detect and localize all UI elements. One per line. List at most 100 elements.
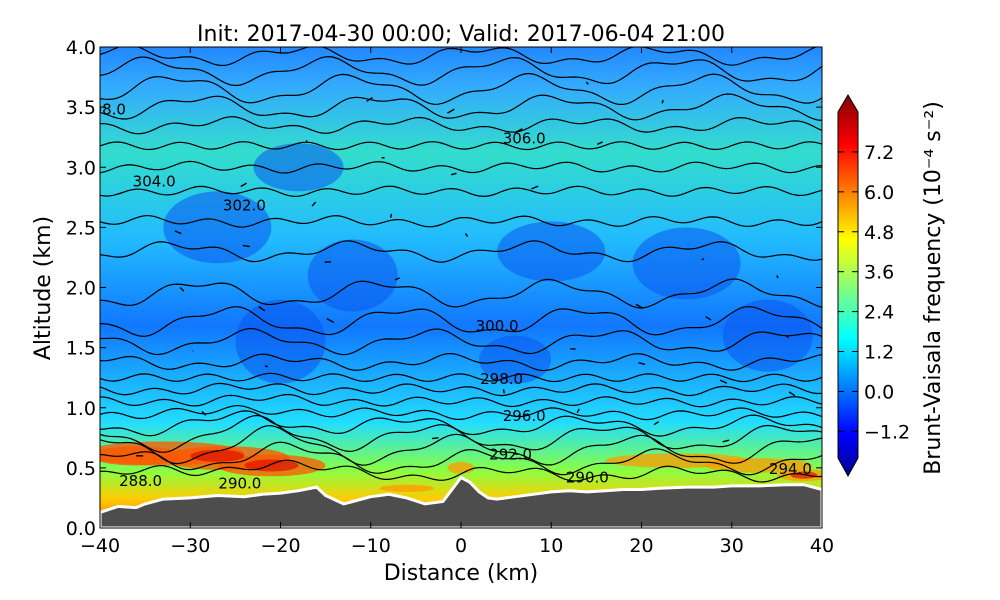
wind-arrow — [719, 379, 728, 384]
x-tick-label: 40 — [810, 535, 834, 557]
contour-line — [100, 278, 822, 309]
colorbar-ticks: −1.2 0.0 1.2 2.4 3.6 4.8 6.0 7.2 — [838, 142, 910, 443]
wind-arrow — [576, 408, 580, 414]
x-axis-label: Distance (km) — [384, 561, 539, 586]
wind-arrow — [661, 99, 664, 104]
colorbar: −1.2 0.0 1.2 2.4 3.6 4.8 6.0 7.2 Brunt-Vaisala … — [837, 94, 946, 478]
contour-line — [100, 305, 822, 337]
wind-arrow — [326, 318, 335, 323]
colorbar-tick-label: 6.0 — [864, 182, 894, 204]
contour-line — [100, 459, 822, 483]
x-tick-label: −10 — [351, 535, 391, 557]
wind-arrow — [240, 182, 247, 188]
contour-labels: 288.0 290.0 292.0 290.0 294.0 296.0 298.0 300.0… — [100, 101, 812, 493]
x-tick-label: 10 — [539, 535, 563, 557]
contour-line — [100, 393, 822, 408]
wind-arrow — [432, 437, 439, 440]
contour-line — [100, 185, 822, 198]
wind-arrow — [513, 452, 519, 455]
contour-line — [100, 410, 822, 437]
contour-label: 300.0 — [476, 317, 519, 335]
colorbar-tick-label: 3.6 — [864, 262, 894, 284]
wind-arrow — [264, 365, 269, 368]
contour-label: 288.0 — [119, 472, 162, 490]
contour-line — [100, 425, 822, 466]
wind-arrow — [776, 275, 779, 279]
y-tick-label: 2.0 — [66, 278, 96, 300]
y-tick-label: 0.0 — [66, 518, 96, 540]
terrain — [100, 475, 822, 528]
contour-line — [100, 72, 822, 105]
x-tick-label: −40 — [80, 535, 120, 557]
y-tick-label: 3.5 — [66, 97, 96, 119]
contour-line — [100, 141, 822, 151]
wind-arrows — [136, 81, 796, 457]
theta-contours — [100, 47, 822, 483]
wind-arrow — [635, 303, 644, 309]
x-tick-label: −30 — [170, 535, 210, 557]
colorbar-tick-label: 1.2 — [864, 342, 894, 364]
wind-arrow — [311, 201, 317, 207]
colorbar-label: Brunt-Vaisala frequency (10⁻⁴ s⁻²) — [921, 101, 946, 475]
wind-arrow — [585, 81, 589, 85]
contour-line — [100, 414, 822, 453]
colorbar-tick-label: 4.8 — [864, 222, 894, 244]
contour-line — [100, 382, 822, 397]
contour-line — [100, 327, 822, 356]
y-tick-label: 3.0 — [66, 157, 96, 179]
y-tick-label: 1.5 — [66, 338, 96, 360]
wind-arrow — [502, 389, 506, 394]
wind-arrow — [174, 230, 182, 235]
contour-label: 294.0 — [769, 460, 812, 478]
wind-arrow — [242, 244, 250, 248]
contour-line — [100, 352, 822, 372]
cold-blob — [235, 299, 326, 384]
wind-arrow — [788, 391, 796, 397]
contour-line — [100, 441, 822, 476]
contour-line — [100, 116, 822, 135]
chart-title: Init: 2017-04-30 00:00; Valid: 2017-06-0… — [197, 22, 725, 47]
wind-arrow — [394, 277, 400, 281]
y-tick-label: 2.5 — [66, 217, 96, 239]
contour-line — [100, 93, 822, 121]
wind-arrow — [701, 257, 705, 261]
wind-arrow — [531, 185, 539, 190]
y-tick-label: 0.5 — [66, 458, 96, 480]
colorbar-tick-label: 2.4 — [864, 302, 894, 324]
contour-line — [100, 215, 822, 228]
wind-arrow — [450, 172, 457, 176]
contour-label: 290.0 — [566, 468, 609, 486]
y-tick-label: 1.0 — [66, 398, 96, 420]
contour-label: 296.0 — [503, 407, 546, 425]
warm-blob — [447, 461, 475, 474]
wind-arrow — [722, 439, 730, 443]
contour-line — [100, 240, 822, 263]
contour-line — [100, 55, 822, 87]
cold-blob — [479, 335, 552, 384]
cold-blob — [722, 299, 813, 372]
warm-blob — [379, 484, 434, 492]
contour-line — [100, 160, 822, 174]
cold-blob — [253, 143, 344, 192]
y-axis: 0.0 0.5 1.0 1.5 2.0 2.5 3.0 3.5 4.0 — [66, 37, 822, 540]
colorbar-tick-label: 0.0 — [864, 381, 894, 403]
x-tick-label: −20 — [260, 535, 300, 557]
colorbar-body — [837, 94, 859, 478]
wind-arrow — [464, 233, 469, 237]
plot-area: 288.0 290.0 292.0 290.0 294.0 296.0 298.0 300.0… — [100, 47, 822, 528]
wind-arrow — [785, 335, 790, 339]
contour-label: 298.0 — [480, 370, 523, 388]
contour-line — [100, 405, 822, 421]
colorbar-tick-label: 7.2 — [864, 142, 894, 164]
x-tick-label: 20 — [629, 535, 653, 557]
contour-label: 304.0 — [133, 173, 176, 191]
wind-arrow — [705, 316, 712, 321]
y-tick-label: 4.0 — [66, 37, 96, 59]
cold-blob — [307, 239, 398, 312]
wind-arrow — [366, 96, 373, 102]
cold-blob — [632, 227, 741, 300]
wind-arrow — [201, 410, 207, 416]
cold-blob — [497, 221, 606, 282]
contour-label: 306.0 — [503, 129, 546, 147]
